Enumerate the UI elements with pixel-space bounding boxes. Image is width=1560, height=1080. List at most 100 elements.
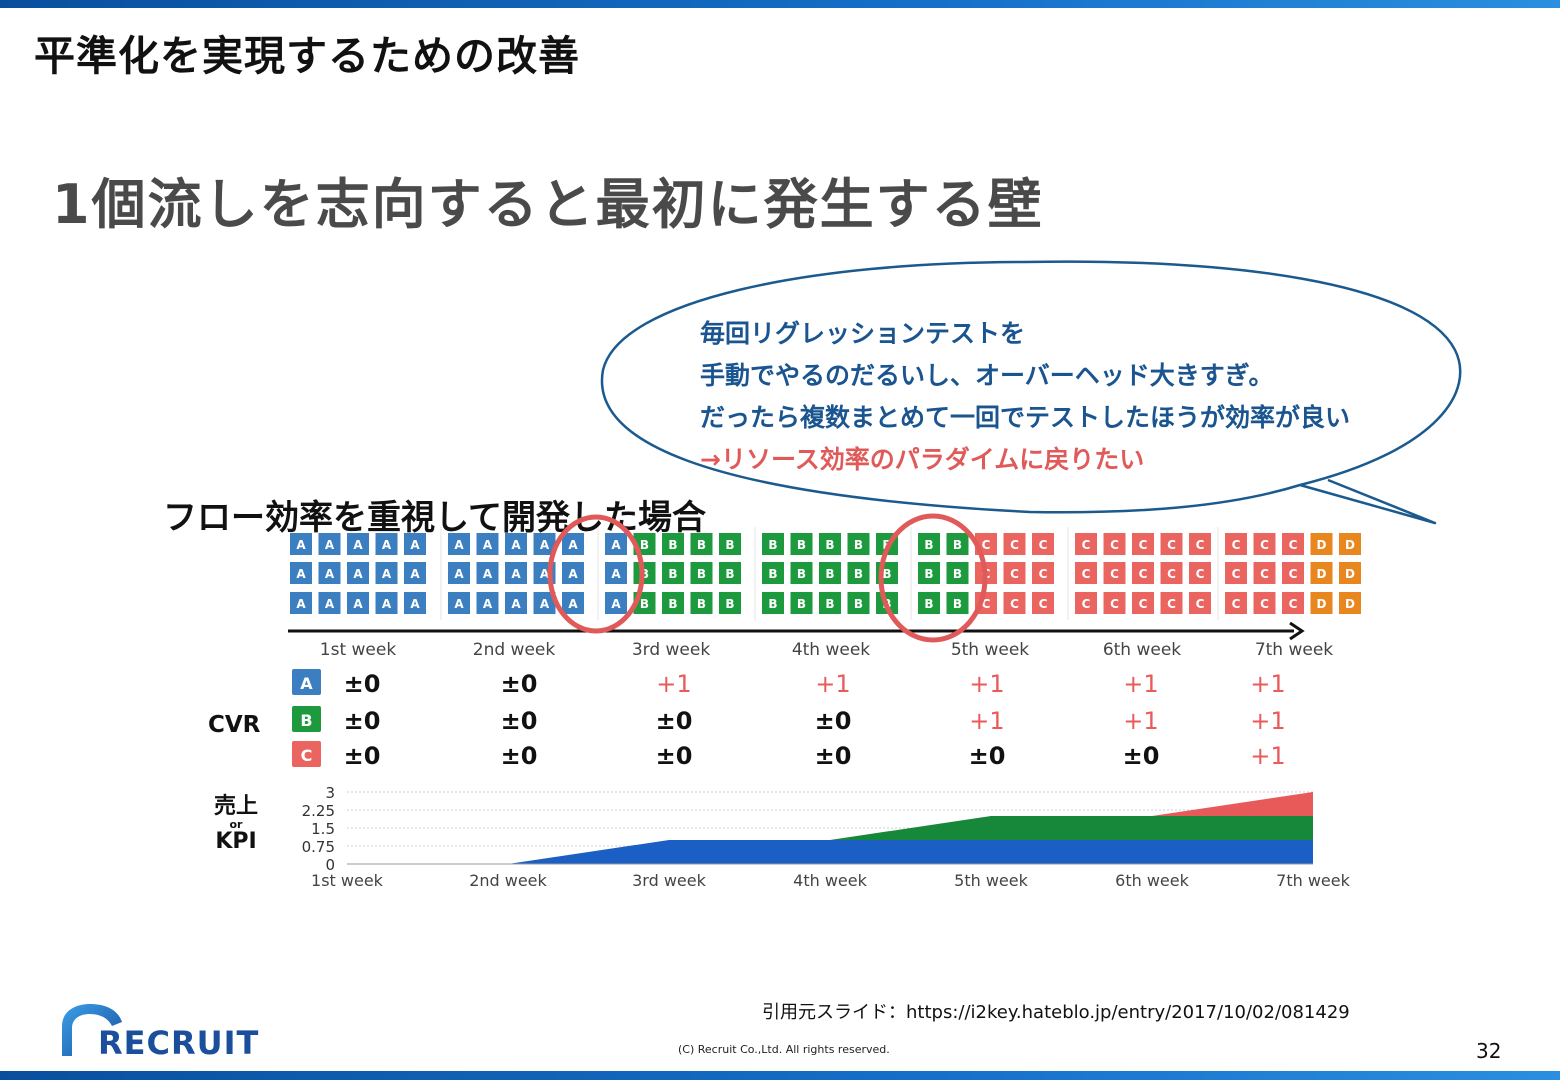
task-card-label: B	[797, 597, 806, 611]
task-card-label: A	[568, 538, 578, 552]
task-card-label: C	[1010, 538, 1019, 552]
task-card-label: A	[382, 538, 392, 552]
task-card	[690, 533, 713, 555]
x-tick-label: 6th week	[1115, 871, 1189, 890]
task-card-label: C	[1167, 538, 1176, 552]
cvr-badge	[292, 669, 321, 695]
task-card	[375, 533, 398, 555]
task-card	[347, 533, 369, 555]
bottom-accent-bar	[0, 1071, 1560, 1080]
task-card	[533, 533, 556, 555]
cvr-value: ±0	[344, 742, 381, 770]
logo-text: RECRUIT	[98, 1024, 260, 1062]
task-card-label: C	[1289, 538, 1298, 552]
cvr-value: +1	[815, 670, 850, 698]
task-card	[819, 592, 841, 614]
task-card	[918, 533, 940, 555]
task-card	[1225, 592, 1247, 614]
task-card-label: A	[511, 538, 521, 552]
task-card	[1003, 562, 1026, 584]
cvr-value: +1	[1123, 707, 1158, 735]
task-card-label: C	[1110, 597, 1119, 611]
task-card	[946, 562, 969, 584]
task-card	[347, 592, 369, 614]
sales-label-bottom: KPI	[215, 829, 257, 854]
task-card-label: A	[296, 567, 306, 581]
cvr-value: ±0	[815, 742, 852, 770]
task-card	[662, 533, 684, 555]
task-card	[1253, 592, 1276, 614]
x-tick-label: 7th week	[1276, 871, 1350, 890]
task-card-label: C	[1167, 597, 1176, 611]
task-card	[1339, 562, 1361, 584]
task-card	[375, 562, 398, 584]
y-tick-label: 1.5	[311, 820, 335, 838]
task-card-label: C	[1139, 538, 1148, 552]
task-card	[719, 562, 741, 584]
bubble-line: 手動でやるのだるいし、オーバーヘッド大きすぎ。	[700, 361, 1274, 390]
task-card	[1225, 562, 1247, 584]
bubble-line: だったら複数まとめて一回でテストしたほうが効率が良い	[700, 403, 1351, 432]
task-card	[1103, 562, 1126, 584]
task-card	[1003, 592, 1026, 614]
task-card-label: A	[540, 597, 550, 611]
recruit-logo-icon	[62, 1004, 122, 1056]
x-tick-label: 1st week	[311, 871, 384, 890]
task-card-label: A	[382, 597, 392, 611]
task-card-label: C	[1082, 597, 1091, 611]
copyright: (C) Recruit Co.,Ltd. All rights reserved…	[678, 1043, 890, 1056]
source-citation: 引用元スライド：https://i2key.hateblo.jp/entry/2…	[762, 1002, 1350, 1023]
cvr-value: ±0	[344, 707, 381, 735]
task-card-label: B	[854, 597, 863, 611]
sales-label-or: or	[229, 818, 243, 831]
cvr-badge-label: A	[300, 674, 313, 693]
task-card	[605, 562, 627, 584]
task-card-label: C	[1139, 597, 1148, 611]
sales-label-top: 売上	[213, 794, 258, 819]
task-card	[946, 533, 969, 555]
task-card-label: A	[410, 597, 420, 611]
sales-kpi-label: 売上 or KPI	[208, 796, 264, 853]
task-card	[946, 592, 969, 614]
task-card-label: A	[296, 538, 306, 552]
highlight-circle	[878, 513, 988, 643]
task-card-label: C	[1196, 597, 1205, 611]
task-card-label: D	[1317, 538, 1327, 552]
task-card-label: B	[768, 538, 777, 552]
task-card	[1282, 562, 1304, 584]
task-card	[505, 562, 527, 584]
task-card	[719, 533, 741, 555]
task-card-label: A	[410, 567, 420, 581]
highlight-circle	[547, 514, 645, 634]
task-card	[1282, 592, 1304, 614]
task-card	[633, 562, 656, 584]
task-card-label: A	[325, 567, 335, 581]
task-card	[847, 562, 870, 584]
week-label: 4th week	[792, 640, 870, 660]
task-card-label: B	[668, 567, 677, 581]
week-label: 5th week	[951, 640, 1029, 660]
task-card	[318, 592, 341, 614]
x-tick-label: 3rd week	[632, 871, 706, 890]
task-card	[1339, 592, 1361, 614]
week-label: 1st week	[320, 640, 397, 660]
bubble-line-highlight: →リソース効率のパラダイムに戻りたい	[700, 445, 1145, 474]
task-card	[290, 533, 312, 555]
task-card	[448, 592, 470, 614]
slide-title: 平準化を実現するための改善	[34, 32, 580, 80]
task-card-label: B	[768, 597, 777, 611]
timeline-arrowhead	[1289, 621, 1305, 641]
task-card	[690, 592, 713, 614]
task-card-label: C	[982, 597, 991, 611]
task-card-label: C	[1232, 567, 1241, 581]
cvr-value: ±0	[344, 670, 381, 698]
task-card-label: C	[1289, 567, 1298, 581]
task-card	[1282, 533, 1304, 555]
task-card	[719, 592, 741, 614]
cvr-badge-label: B	[300, 711, 312, 730]
series-b-area	[347, 816, 1313, 864]
task-card-label: A	[454, 538, 464, 552]
task-card-label: B	[697, 567, 706, 581]
task-card	[347, 562, 369, 584]
